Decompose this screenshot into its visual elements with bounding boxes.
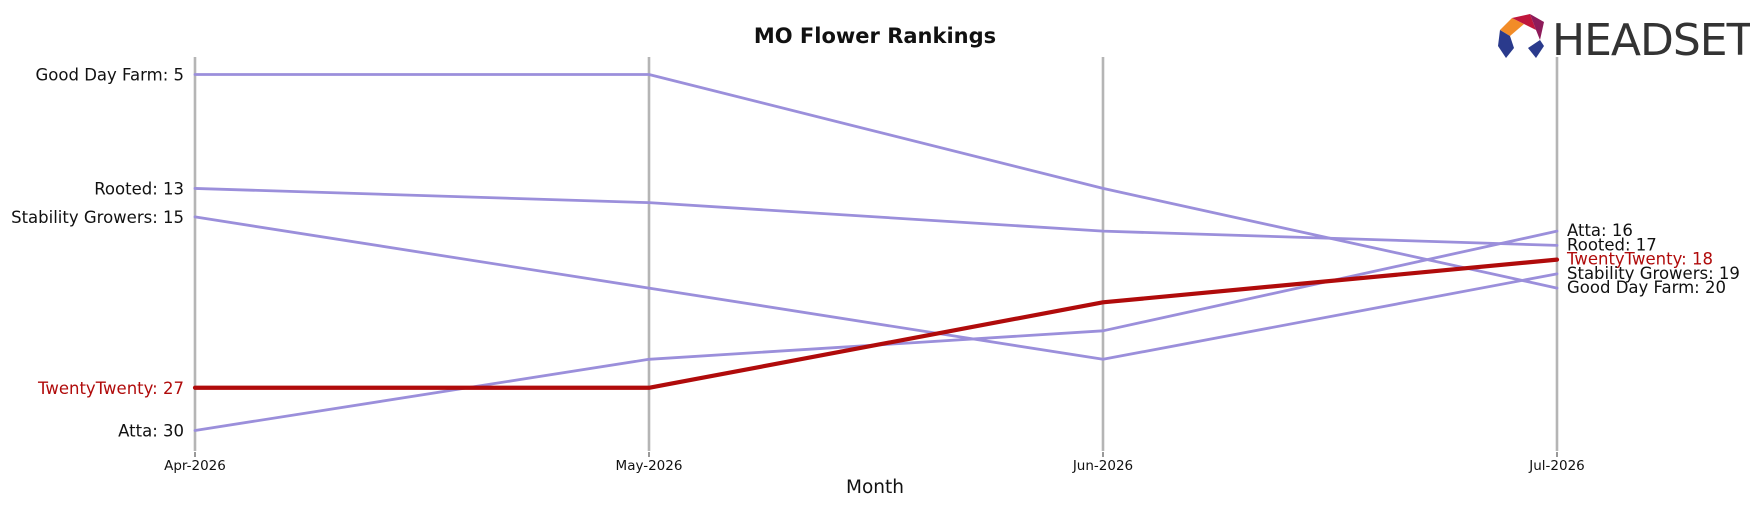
end-label-twentytwenty: TwentyTwenty: 18 [1566, 250, 1713, 269]
series-line-rooted [193, 187, 1559, 247]
x-axis-title: Month [846, 477, 904, 498]
end-label-rooted: Rooted: 17 [1567, 235, 1657, 254]
end-label-good-day-farm: Good Day Farm: 20 [1567, 278, 1726, 297]
series-line-good-day-farm [193, 73, 1559, 290]
series-lines [192, 73, 1560, 432]
x-tick-label: Jul-2026 [1528, 458, 1585, 474]
chart-title: MO Flower Rankings [754, 24, 996, 48]
x-tick-label: May-2026 [616, 458, 683, 474]
series-line-atta [193, 229, 1559, 432]
logo-segment [1500, 18, 1524, 36]
end-label-atta: Atta: 16 [1567, 221, 1633, 240]
x-axis: Apr-2026 May-2026 Jun-2026 Jul-2026 [164, 452, 1585, 474]
start-label-rooted: Rooted: 13 [94, 179, 184, 198]
start-labels: Good Day Farm: 5 Rooted: 13 Stability Grow… [11, 66, 184, 441]
start-label-good-day-farm: Good Day Farm: 5 [36, 66, 184, 85]
headset-logo [1498, 14, 1544, 58]
start-label-twentytwenty: TwentyTwenty: 27 [37, 379, 184, 398]
logo-segment [1528, 40, 1544, 58]
month-gridlines [193, 57, 1559, 451]
logo-segment [1512, 14, 1536, 30]
logo-segment [1498, 30, 1514, 58]
start-label-stability-growers: Stability Growers: 15 [11, 208, 184, 227]
logo-segment [1530, 14, 1544, 40]
end-label-stability-growers: Stability Growers: 19 [1567, 264, 1740, 283]
series-line-stability-growers [193, 215, 1559, 361]
headset-wordmark: HEADSET [1552, 15, 1750, 66]
x-tick-label: Jun-2026 [1072, 458, 1133, 474]
x-tick-label: Apr-2026 [164, 458, 226, 474]
series-line-twentytwenty [192, 257, 1560, 390]
start-label-atta: Atta: 30 [118, 422, 184, 441]
